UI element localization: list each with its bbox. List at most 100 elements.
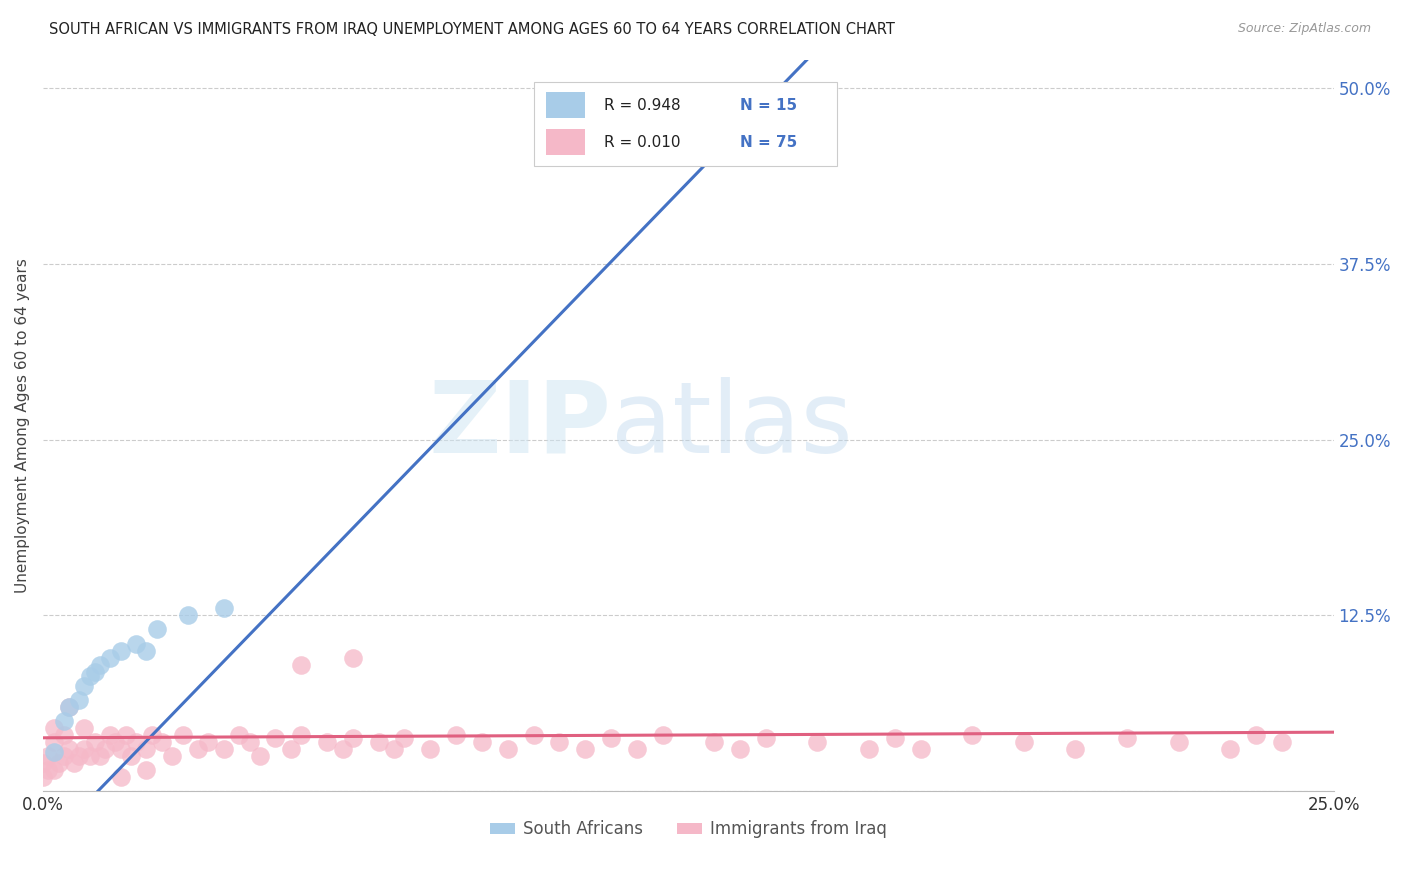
Point — [89, 749, 111, 764]
Point — [135, 742, 157, 756]
Point — [471, 735, 494, 749]
Point — [67, 693, 90, 707]
Point — [83, 735, 105, 749]
Point — [58, 699, 80, 714]
Point — [42, 735, 65, 749]
Point — [290, 728, 312, 742]
Point — [48, 756, 70, 771]
Point — [651, 728, 673, 742]
Point — [806, 735, 828, 749]
Point — [141, 728, 163, 742]
Point — [342, 731, 364, 745]
Point — [419, 742, 441, 756]
Point — [858, 742, 880, 756]
Point — [316, 735, 339, 749]
Text: N = 75: N = 75 — [740, 135, 797, 150]
Point — [212, 742, 235, 756]
Point — [382, 742, 405, 756]
Point — [755, 731, 778, 745]
Text: Source: ZipAtlas.com: Source: ZipAtlas.com — [1237, 22, 1371, 36]
Point — [73, 679, 96, 693]
Point — [1219, 742, 1241, 756]
Point — [73, 721, 96, 735]
Point — [280, 742, 302, 756]
Point — [52, 714, 75, 728]
Point — [52, 728, 75, 742]
Point — [728, 742, 751, 756]
Point — [79, 749, 101, 764]
Point — [1116, 731, 1139, 745]
Y-axis label: Unemployment Among Ages 60 to 64 years: Unemployment Among Ages 60 to 64 years — [15, 258, 30, 593]
Point — [42, 721, 65, 735]
Point — [264, 731, 287, 745]
Point — [160, 749, 183, 764]
Point — [228, 728, 250, 742]
Point — [172, 728, 194, 742]
Point — [110, 742, 132, 756]
Point — [332, 742, 354, 756]
Point — [1167, 735, 1189, 749]
Point — [367, 735, 389, 749]
Point — [73, 742, 96, 756]
Point — [212, 601, 235, 615]
Point — [249, 749, 271, 764]
Point — [703, 735, 725, 749]
Point — [177, 608, 200, 623]
Point — [63, 756, 86, 771]
Point — [89, 657, 111, 672]
Point — [37, 749, 59, 764]
Point — [1064, 742, 1087, 756]
Point — [883, 731, 905, 745]
Point — [58, 742, 80, 756]
Point — [42, 745, 65, 759]
Point — [42, 763, 65, 777]
Point — [32, 770, 55, 784]
Point — [496, 742, 519, 756]
Point — [98, 728, 121, 742]
Point — [600, 731, 623, 745]
Text: SOUTH AFRICAN VS IMMIGRANTS FROM IRAQ UNEMPLOYMENT AMONG AGES 60 TO 64 YEARS COR: SOUTH AFRICAN VS IMMIGRANTS FROM IRAQ UN… — [49, 22, 896, 37]
Point — [37, 763, 59, 777]
Point — [187, 742, 209, 756]
Point — [150, 735, 173, 749]
FancyBboxPatch shape — [533, 81, 837, 166]
Point — [114, 728, 136, 742]
Point — [239, 735, 262, 749]
Point — [1012, 735, 1035, 749]
Point — [444, 728, 467, 742]
Point — [1271, 735, 1294, 749]
Point — [574, 742, 596, 756]
Point — [125, 735, 148, 749]
Point — [79, 669, 101, 683]
Point — [104, 735, 127, 749]
Point — [52, 749, 75, 764]
Text: R = 0.010: R = 0.010 — [605, 135, 681, 150]
Point — [32, 756, 55, 771]
Point — [110, 643, 132, 657]
Point — [290, 657, 312, 672]
Point — [67, 749, 90, 764]
Point — [394, 731, 416, 745]
Point — [94, 742, 117, 756]
Point — [548, 735, 571, 749]
Point — [135, 763, 157, 777]
Point — [58, 699, 80, 714]
Point — [125, 636, 148, 650]
Text: atlas: atlas — [612, 377, 852, 474]
Point — [145, 623, 167, 637]
Point — [98, 650, 121, 665]
Legend: South Africans, Immigrants from Iraq: South Africans, Immigrants from Iraq — [484, 814, 893, 845]
FancyBboxPatch shape — [547, 129, 585, 155]
Point — [522, 728, 544, 742]
Text: ZIP: ZIP — [427, 377, 612, 474]
Point — [1244, 728, 1267, 742]
Point — [626, 742, 648, 756]
Point — [197, 735, 219, 749]
FancyBboxPatch shape — [547, 92, 585, 119]
Text: R = 0.948: R = 0.948 — [605, 97, 681, 112]
Point — [342, 650, 364, 665]
Point — [135, 643, 157, 657]
Point — [910, 742, 932, 756]
Text: N = 15: N = 15 — [740, 97, 797, 112]
Point — [110, 770, 132, 784]
